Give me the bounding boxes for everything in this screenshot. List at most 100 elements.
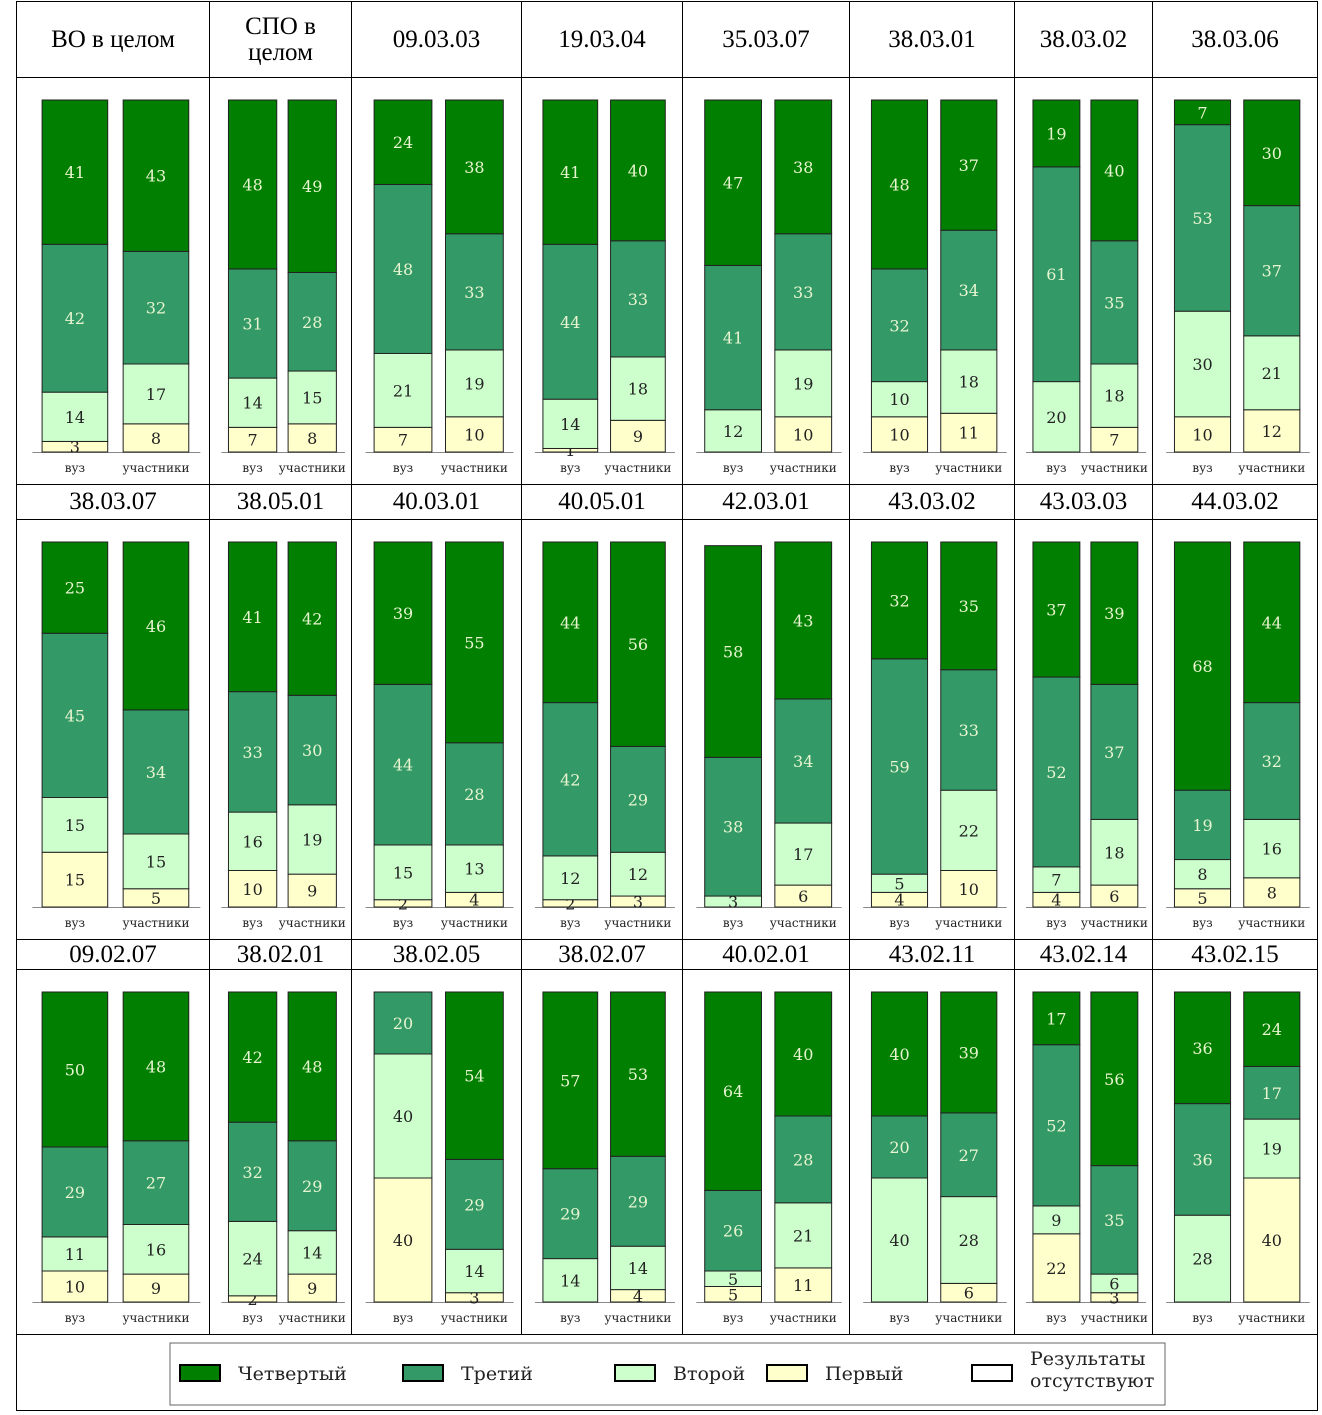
bar-segment: [373, 991, 433, 1055]
value-label: 38: [793, 158, 813, 177]
value-label: 14: [65, 408, 85, 427]
value-label: 30: [1192, 355, 1212, 374]
value-label: 29: [560, 1205, 580, 1224]
bar-segment: [1243, 409, 1301, 453]
value-label: 41: [560, 163, 580, 182]
column-header: 40.03.01: [351, 484, 522, 520]
bar-segment: [373, 426, 433, 453]
bar-segment: [445, 1158, 504, 1250]
bar-segment: [774, 233, 833, 351]
value-label: 9: [633, 427, 643, 446]
bar-segment: [373, 183, 433, 354]
value-label: 32: [146, 299, 166, 318]
category-label: участники: [770, 1311, 837, 1325]
value-label: 16: [1262, 840, 1282, 859]
value-label: 29: [628, 1192, 648, 1211]
value-label: 32: [1262, 752, 1282, 771]
value-label: 24: [242, 1250, 262, 1269]
bar-segment: [1090, 426, 1139, 453]
chart: 10 30 53 7 вуз 12 21 37 30 участники: [1166, 99, 1310, 475]
value-label: 40: [889, 1231, 909, 1250]
category-label: вуз: [1192, 916, 1212, 930]
legend-label: Второй: [673, 1363, 745, 1385]
category-label: вуз: [65, 461, 85, 475]
bar-segment: [122, 99, 190, 252]
legend-swatch: [766, 1364, 808, 1382]
bar-segment: [122, 709, 190, 835]
chart: 15 15 45 25 вуз 5 15 34 46 участники: [32, 541, 201, 930]
value-label: 40: [793, 1045, 813, 1064]
legend-label: Третий: [461, 1363, 533, 1385]
chart-cell: 3 14 42 41 вуз 8 17 32 43 участники: [16, 77, 210, 485]
value-label: 8: [307, 429, 317, 448]
bar-segment: [774, 822, 833, 886]
bar-segment: [445, 844, 504, 893]
bar-segment: [1090, 818, 1139, 886]
value-label: 10: [889, 425, 909, 444]
value-label: 7: [1051, 871, 1061, 890]
bar-segment: [610, 99, 666, 242]
value-label: 53: [1192, 209, 1212, 228]
column-header: 35.03.07: [682, 1, 850, 78]
chart-cell: 2 15 44 39 вуз 4 13 28 55 участники: [351, 519, 522, 940]
bar-segment: [704, 545, 762, 758]
category-label: вуз: [242, 1311, 262, 1325]
column-header: 38.02.05: [351, 939, 522, 970]
chart: 12 41 47 вуз 10 19 33 38 участники: [696, 99, 842, 475]
value-label: 52: [1046, 763, 1066, 782]
chart: 2 24 32 42 вуз 9 14 29 48 участники: [221, 991, 346, 1325]
value-label: 19: [302, 830, 322, 849]
value-label: 12: [560, 869, 580, 888]
chart: 10 11 29 50 вуз 9 16 27 48 участники: [32, 991, 201, 1325]
value-label: 4: [633, 1287, 643, 1306]
legend-swatch: [971, 1364, 1013, 1382]
value-label: 8: [1197, 865, 1207, 884]
value-label: 12: [628, 865, 648, 884]
value-label: 33: [793, 283, 813, 302]
bar-segment: [1243, 335, 1301, 411]
bar-segment: [1032, 166, 1081, 383]
bar-segment: [542, 99, 599, 245]
bar-segment: [1243, 541, 1301, 704]
bar-segment: [1173, 416, 1232, 453]
value-label: 7: [398, 431, 408, 450]
chart: 28 36 36 вуз 40 19 17 24 участники: [1166, 991, 1310, 1325]
bar-segment: [940, 229, 998, 351]
value-label: 13: [464, 860, 484, 879]
bar-segment: [1090, 240, 1139, 365]
bar-segment: [774, 1267, 833, 1303]
bar-segment: [774, 698, 833, 824]
value-label: 48: [302, 1057, 322, 1076]
value-label: 19: [1262, 1140, 1282, 1159]
legend-frame: [169, 1342, 1166, 1406]
bar-segment: [610, 240, 666, 358]
value-label: 15: [65, 871, 85, 890]
value-label: 6: [964, 1284, 974, 1303]
value-label: 30: [302, 741, 322, 760]
value-label: 59: [889, 757, 909, 776]
category-label: участники: [604, 1311, 671, 1325]
column-header: 38.02.01: [209, 939, 352, 970]
value-label: 14: [628, 1259, 648, 1278]
bar-segment: [1032, 676, 1081, 868]
bar-segment: [1173, 541, 1232, 791]
value-label: 50: [65, 1061, 85, 1080]
value-label: 7: [1109, 431, 1119, 450]
value-label: 12: [723, 422, 743, 441]
bar-segment: [940, 1196, 998, 1284]
column-header: 44.03.02: [1152, 484, 1318, 520]
bar-segment: [287, 694, 337, 806]
bar-segment: [445, 349, 504, 418]
chart: 7 14 31 48 вуз 8 15 28 49 участники: [221, 99, 346, 475]
value-label: 30: [1262, 144, 1282, 163]
value-label: 2: [248, 1290, 258, 1309]
chart: 22 9 52 17 вуз 36 35 56 участники: [1026, 991, 1148, 1325]
value-label: 32: [242, 1163, 262, 1182]
bar-segment: [445, 1248, 504, 1294]
column-header: 40.02.01: [682, 939, 850, 970]
bar-segment: [1090, 683, 1139, 820]
value-label: 37: [1104, 743, 1124, 762]
value-label: 17: [793, 845, 813, 864]
bar-segment: [774, 1115, 833, 1204]
value-label: 41: [723, 329, 743, 348]
